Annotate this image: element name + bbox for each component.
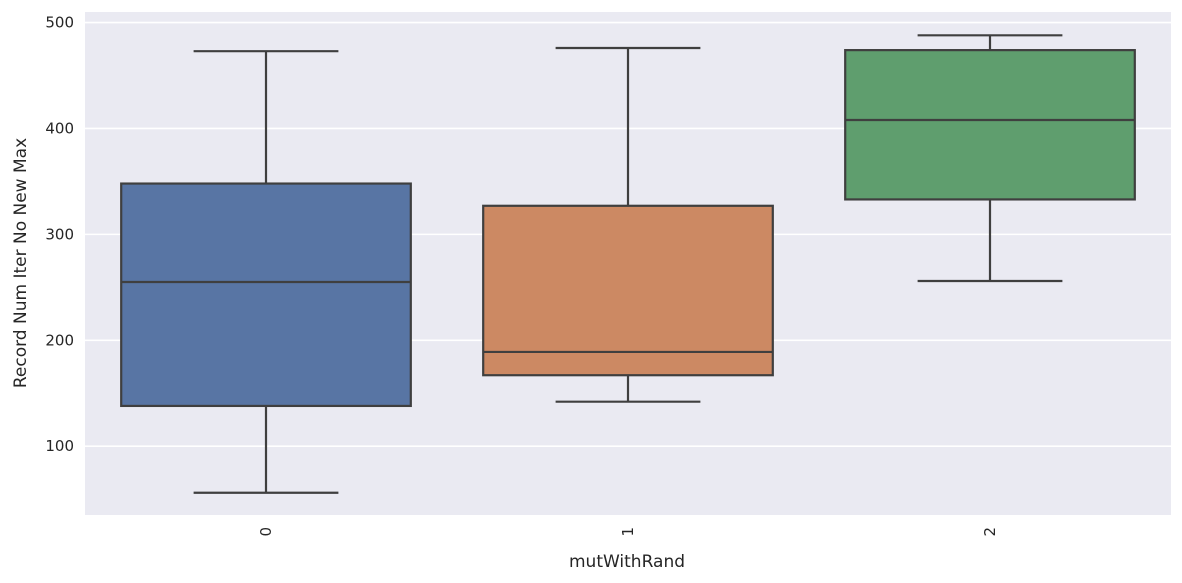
x-tick-label: 2 [981,527,999,537]
y-tick-label: 500 [45,14,74,32]
box-group-0 [120,50,412,494]
box-group-2 [844,34,1136,283]
box-iqr [120,182,412,408]
y-tick-label: 100 [45,437,74,455]
y-tick-label: 200 [45,331,74,349]
x-tick-labels: 0 1 2 [257,527,999,537]
box-iqr [844,49,1136,201]
box-group-1 [482,46,774,403]
box-iqr [482,204,774,377]
x-axis-label: mutWithRand [569,552,685,572]
y-tick-labels: 100 200 300 400 500 [45,14,74,456]
x-tick-label: 0 [257,527,275,537]
y-tick-label: 300 [45,225,74,243]
y-axis-label: Record Num Iter No New Max [11,138,31,388]
boxes [120,34,1136,494]
x-tick-label: 1 [619,527,637,537]
y-tick-label: 400 [45,119,74,137]
